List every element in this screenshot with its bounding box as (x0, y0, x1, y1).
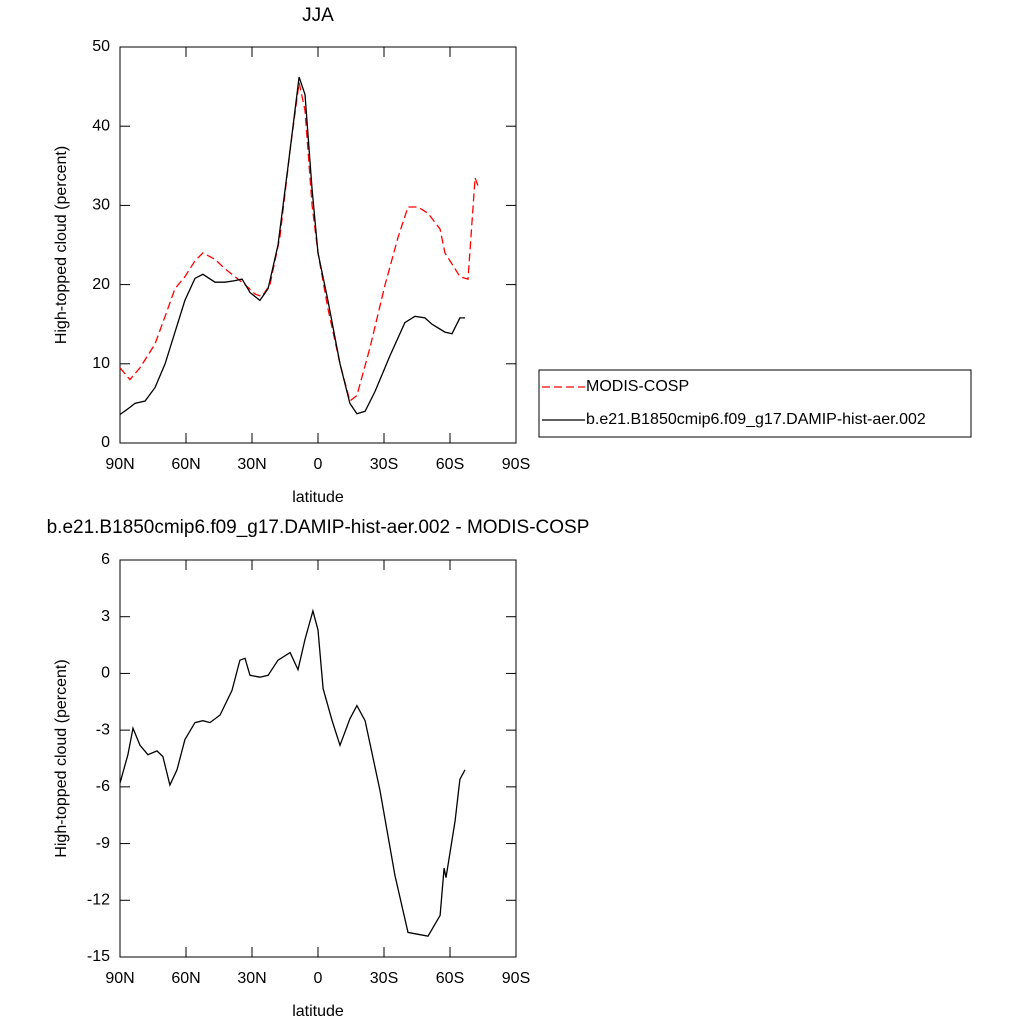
y-tick-label: 30 (92, 197, 110, 214)
x-tick-label: 0 (314, 970, 323, 987)
x-tick-label: 30S (370, 456, 398, 473)
y-tick-label: -12 (87, 892, 110, 909)
x-tick-label: 60S (436, 456, 464, 473)
y-tick-label: 50 (92, 38, 110, 55)
x-tick-label: 90S (502, 456, 530, 473)
data-line (119, 76, 465, 416)
chart-title: b.e21.B1850cmip6.f09_g17.DAMIP-hist-aer.… (47, 517, 590, 538)
legend-box (538, 369, 972, 438)
y-tick-label: 3 (101, 608, 110, 625)
y-tick-label: 6 (101, 551, 110, 568)
y-tick-label: 40 (92, 117, 110, 134)
legend-label: b.e21.B1850cmip6.f09_g17.DAMIP-hist-aer.… (586, 411, 926, 428)
x-tick-label: 60N (171, 456, 200, 473)
x-tick-label: 30N (237, 970, 266, 987)
chart-title: JJA (302, 5, 334, 26)
x-tick-label: 30N (237, 456, 266, 473)
legend-label: MODIS-COSP (586, 378, 689, 395)
x-tick-label: 60S (436, 970, 464, 987)
y-axis-label: High-topped cloud (percent) (53, 659, 70, 857)
x-tick-label: 30S (370, 970, 398, 987)
y-tick-label: 0 (101, 434, 110, 451)
x-tick-label: 90N (105, 970, 134, 987)
plot-frame (119, 46, 517, 444)
x-tick-label: 90S (502, 970, 530, 987)
y-tick-label: -3 (96, 721, 110, 738)
x-tick-label: 90N (105, 456, 134, 473)
y-tick-label: 0 (101, 665, 110, 682)
y-tick-label: 10 (92, 355, 110, 372)
x-tick-label: 60N (171, 970, 200, 987)
y-tick-label: -15 (87, 948, 110, 965)
data-line (119, 608, 466, 937)
y-tick-label: 20 (92, 276, 110, 293)
x-tick-label: 0 (314, 456, 323, 473)
y-axis-label: High-topped cloud (percent) (53, 146, 70, 344)
x-axis-label: latitude (292, 489, 344, 506)
data-line (119, 82, 479, 403)
y-tick-label: -6 (96, 778, 110, 795)
x-axis-label: latitude (292, 1003, 344, 1020)
y-tick-label: -9 (96, 835, 110, 852)
